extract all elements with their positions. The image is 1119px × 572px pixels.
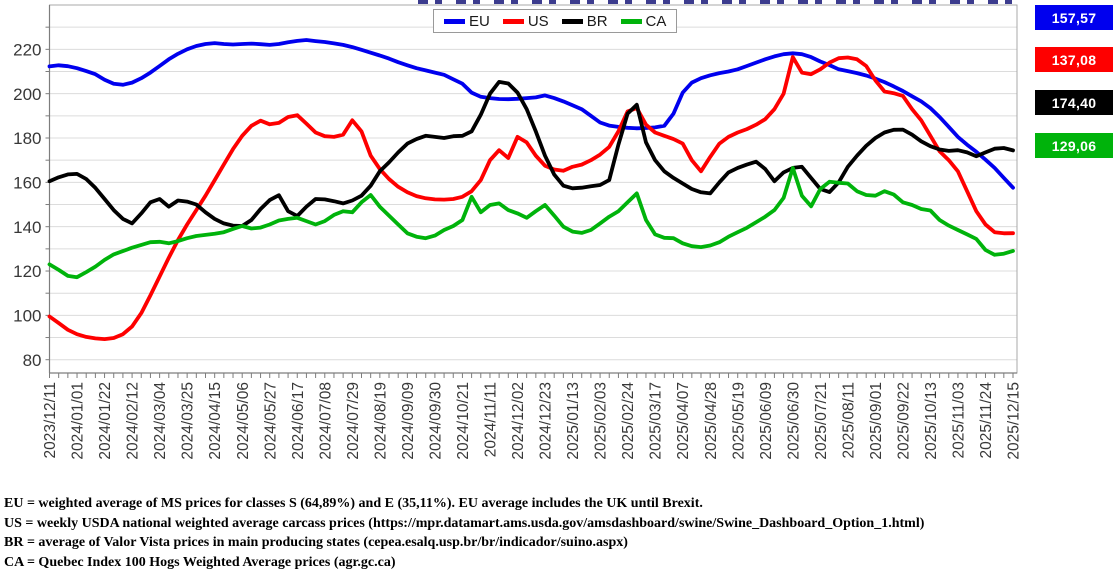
x-axis-label: 2024/02/12 xyxy=(125,382,142,460)
legend-item-us: US xyxy=(502,12,549,30)
x-axis-label: 2025/06/09 xyxy=(758,382,775,460)
y-axis-label: 220 xyxy=(13,40,41,59)
y-axis-label: 120 xyxy=(13,262,41,281)
value-badge-ca: 129,06 xyxy=(1035,133,1113,158)
x-axis-label: 2025/06/30 xyxy=(785,382,802,460)
value-badge-br: 174,40 xyxy=(1035,90,1113,115)
y-axis-label: 100 xyxy=(13,306,41,325)
x-axis-label: 2024/04/15 xyxy=(207,382,224,460)
x-axis-label: 2024/08/19 xyxy=(372,382,389,460)
x-axis-label: 2025/01/13 xyxy=(565,382,582,460)
x-axis-label: 2025/09/22 xyxy=(895,382,912,460)
x-axis-label: 2024/06/17 xyxy=(290,382,307,460)
legend-item-eu: EU xyxy=(444,13,490,30)
y-axis-label: 140 xyxy=(13,218,41,237)
x-axis-label: 2024/01/01 xyxy=(70,382,87,460)
x-axis-label: 2024/03/25 xyxy=(180,382,197,460)
x-axis-label: 2025/09/01 xyxy=(868,382,885,460)
legend-swatch-eu xyxy=(444,18,465,24)
series-line-ca xyxy=(47,165,1015,280)
x-axis-label: 2025/04/28 xyxy=(703,382,720,460)
chart-area: 80 100 120 140 160 180 200 220 2023/12/11 2024/01… xyxy=(13,0,1113,460)
x-axis-label: 2025/12/15 xyxy=(1006,382,1023,460)
x-axis-label: 2025/10/13 xyxy=(923,382,940,460)
y-axis-label: 200 xyxy=(13,85,41,104)
footnote-line: BR = average of Valor Vista prices in ma… xyxy=(4,535,628,550)
x-axis-label: 2024/07/29 xyxy=(345,382,362,460)
legend-label: US xyxy=(527,12,549,30)
x-axis-label: 2025/11/24 xyxy=(978,382,995,459)
series-line-us xyxy=(47,55,1015,342)
y-axis-label: 80 xyxy=(23,351,42,370)
legend-item-ca: CA xyxy=(620,12,667,30)
x-axis-label: 2025/11/03 xyxy=(951,382,968,458)
x-axis-label: 2025/05/19 xyxy=(730,382,747,460)
x-axis-label: 2024/05/27 xyxy=(262,382,279,460)
plot-border xyxy=(49,4,1018,374)
legend-label: BR xyxy=(586,12,608,30)
x-axis-label: 2024/12/02 xyxy=(510,382,527,460)
x-axis-label: 2024/07/08 xyxy=(317,382,334,460)
footnote-line: EU = weighted average of MS prices for c… xyxy=(4,496,703,511)
x-axis-label: 2023/12/11 xyxy=(42,382,59,458)
footnote-line: CA = Quebec Index 100 Hogs Weighted Aver… xyxy=(4,554,396,570)
clipped-title-fragment xyxy=(418,0,1018,4)
x-axis-label: 2025/04/07 xyxy=(675,382,692,460)
series-line-br xyxy=(47,80,1015,228)
y-axis-label: 180 xyxy=(13,129,41,148)
legend-label: CA xyxy=(645,12,667,30)
legend-swatch-us xyxy=(502,18,524,24)
footnotes: EU = weighted average of MS prices for c… xyxy=(4,494,1114,572)
line-chart: 80 100 120 140 160 180 200 220 2023/12/11 2024/01… xyxy=(13,4,1023,460)
x-axis-label: 2024/03/04 xyxy=(152,382,169,460)
x-axis-label: 2024/09/30 xyxy=(427,382,444,460)
x-axis-label: 2025/08/11 xyxy=(840,382,857,458)
x-axis-label: 2024/05/06 xyxy=(235,382,252,460)
x-axis-label: 2024/10/21 xyxy=(455,382,472,460)
x-axis-label: 2024/01/22 xyxy=(97,382,114,460)
x-axis-label: 2024/12/23 xyxy=(538,382,555,460)
x-axis-label: 2025/07/21 xyxy=(813,382,830,460)
footnote-line: US = weekly USDA national weighted avera… xyxy=(4,515,925,531)
x-axis-label: 2025/02/24 xyxy=(620,382,637,460)
series-line-eu xyxy=(47,38,1015,190)
x-axis-label: 2024/09/09 xyxy=(400,382,417,460)
legend-swatch-ca xyxy=(620,18,642,24)
y-axis-label: 160 xyxy=(13,173,41,192)
value-badge-us: 137,08 xyxy=(1035,47,1113,72)
x-axis-label: 2025/02/03 xyxy=(593,382,610,460)
chart-legend: EU US BR CA xyxy=(433,9,678,33)
legend-item-br: BR xyxy=(561,12,608,30)
legend-label: EU xyxy=(469,12,490,30)
legend-swatch-br xyxy=(561,18,583,24)
value-badge-eu: 157,57 xyxy=(1035,5,1113,30)
x-axis-label: 2025/03/17 xyxy=(648,382,665,460)
x-axis-label: 2024/11/11 xyxy=(483,382,500,457)
